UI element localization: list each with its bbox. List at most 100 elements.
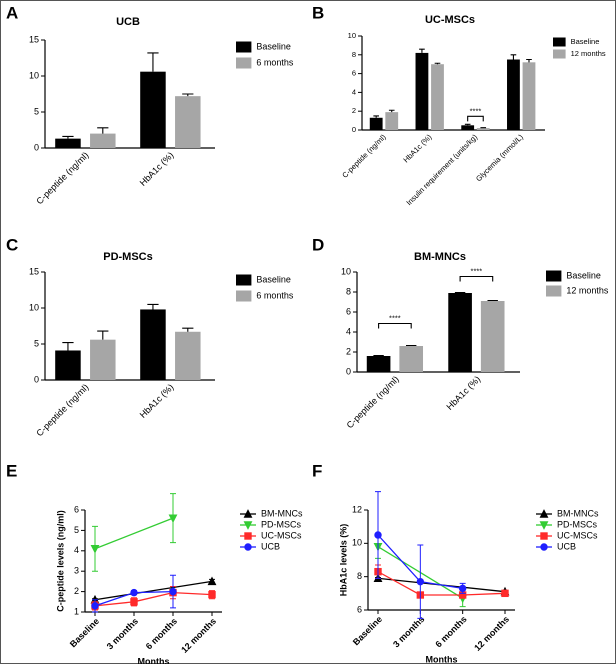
error-bar bbox=[62, 135, 74, 139]
error-bar bbox=[388, 109, 395, 113]
bar bbox=[507, 59, 520, 130]
y-tick-label: 4 bbox=[74, 545, 79, 555]
legend-label: UCB bbox=[557, 541, 576, 551]
series-line bbox=[94, 517, 174, 550]
y-tick-label: 5 bbox=[34, 338, 39, 348]
bar bbox=[55, 350, 81, 380]
point bbox=[207, 576, 217, 586]
legend-swatch bbox=[236, 41, 252, 53]
y-tick-label: 0 bbox=[352, 125, 356, 134]
y-tick-label: 2 bbox=[74, 586, 79, 596]
point bbox=[539, 521, 549, 530]
y-tick-label: 8 bbox=[357, 571, 362, 581]
y-tick-label: 2 bbox=[346, 346, 351, 356]
y-tick-label: 10 bbox=[348, 31, 356, 40]
y-axis-label: HbA1c levels (%) bbox=[338, 524, 348, 597]
point bbox=[168, 514, 178, 524]
x-axis-label: Months bbox=[138, 656, 170, 664]
bar bbox=[480, 301, 505, 372]
legend-label: BM-MNCs bbox=[557, 508, 599, 518]
legend-label: BM-MNCs bbox=[261, 508, 303, 518]
y-tick-label: 1 bbox=[74, 606, 79, 616]
legend-label: UC-MSCs bbox=[261, 530, 302, 540]
legend-label: Baseline bbox=[571, 37, 600, 46]
legend-label: Baseline bbox=[256, 274, 291, 284]
y-tick-label: 4 bbox=[346, 326, 351, 336]
error-bar bbox=[97, 330, 109, 340]
chart-title: UC-MSCs bbox=[425, 14, 475, 26]
point bbox=[244, 532, 252, 540]
point bbox=[130, 598, 138, 606]
panel-label: D bbox=[312, 235, 324, 254]
bar bbox=[90, 133, 116, 148]
legend-label: UC-MSCs bbox=[557, 530, 598, 540]
error-bar bbox=[405, 344, 417, 347]
bar bbox=[140, 71, 166, 148]
series-line bbox=[94, 591, 213, 607]
y-tick-label: 0 bbox=[34, 374, 39, 384]
bar bbox=[90, 339, 116, 380]
y-tick-label: 10 bbox=[29, 302, 39, 312]
bar bbox=[175, 96, 201, 148]
y-tick-label: 6 bbox=[74, 504, 79, 514]
y-tick-label: 8 bbox=[352, 50, 356, 59]
point bbox=[540, 543, 548, 551]
y-tick-label: 6 bbox=[346, 306, 351, 316]
point bbox=[540, 532, 548, 540]
chart-title: PD-MSCs bbox=[103, 251, 153, 263]
legend-swatch bbox=[236, 57, 252, 69]
y-tick-label: 10 bbox=[341, 266, 351, 276]
legend-swatch bbox=[236, 274, 252, 286]
point bbox=[539, 509, 549, 518]
legend-label: 6 months bbox=[256, 290, 294, 300]
error-bar bbox=[373, 115, 380, 118]
legend-label: Baseline bbox=[256, 41, 291, 51]
legend-swatch bbox=[236, 290, 252, 302]
point bbox=[243, 521, 253, 530]
series-line bbox=[377, 571, 506, 596]
bar bbox=[140, 309, 166, 380]
legend-swatch bbox=[553, 37, 566, 47]
y-tick-label: 5 bbox=[74, 525, 79, 535]
bar bbox=[366, 356, 391, 372]
chart-title: BM-MNCs bbox=[414, 251, 466, 263]
bar bbox=[461, 125, 475, 130]
error-bar bbox=[526, 58, 532, 63]
bar bbox=[399, 346, 424, 372]
bar bbox=[175, 331, 201, 380]
bar bbox=[522, 62, 536, 130]
error-bar bbox=[419, 48, 425, 53]
error-bar bbox=[434, 62, 441, 65]
error-bar bbox=[62, 342, 74, 351]
legend-swatch bbox=[546, 270, 562, 282]
legend-label: 12 months bbox=[566, 285, 609, 295]
legend-swatch bbox=[546, 285, 562, 297]
y-tick-label: 15 bbox=[29, 266, 39, 276]
annotation: **** bbox=[470, 106, 482, 115]
error-bar bbox=[147, 303, 159, 310]
y-tick-label: 12 bbox=[352, 504, 362, 514]
error-bar bbox=[97, 127, 109, 134]
y-tick-label: 6 bbox=[352, 69, 356, 78]
series-line bbox=[94, 580, 213, 601]
error-bar bbox=[510, 54, 517, 60]
y-tick-label: 5 bbox=[34, 106, 39, 116]
y-tick-label: 6 bbox=[357, 604, 362, 614]
error-bar bbox=[182, 327, 194, 332]
point bbox=[374, 531, 382, 539]
bar bbox=[369, 117, 383, 130]
significance-bracket bbox=[459, 275, 494, 282]
panel-label: A bbox=[6, 3, 18, 22]
legend-label: PD-MSCs bbox=[261, 519, 301, 529]
error-bar bbox=[487, 299, 498, 302]
point bbox=[130, 588, 138, 597]
panel-label: F bbox=[312, 461, 322, 480]
legend-label: PD-MSCs bbox=[557, 519, 597, 529]
point bbox=[243, 509, 253, 518]
error-bar bbox=[454, 291, 466, 294]
y-tick-label: 4 bbox=[352, 87, 356, 96]
point bbox=[501, 589, 509, 598]
y-tick-label: 0 bbox=[34, 142, 39, 152]
bar bbox=[55, 138, 81, 148]
